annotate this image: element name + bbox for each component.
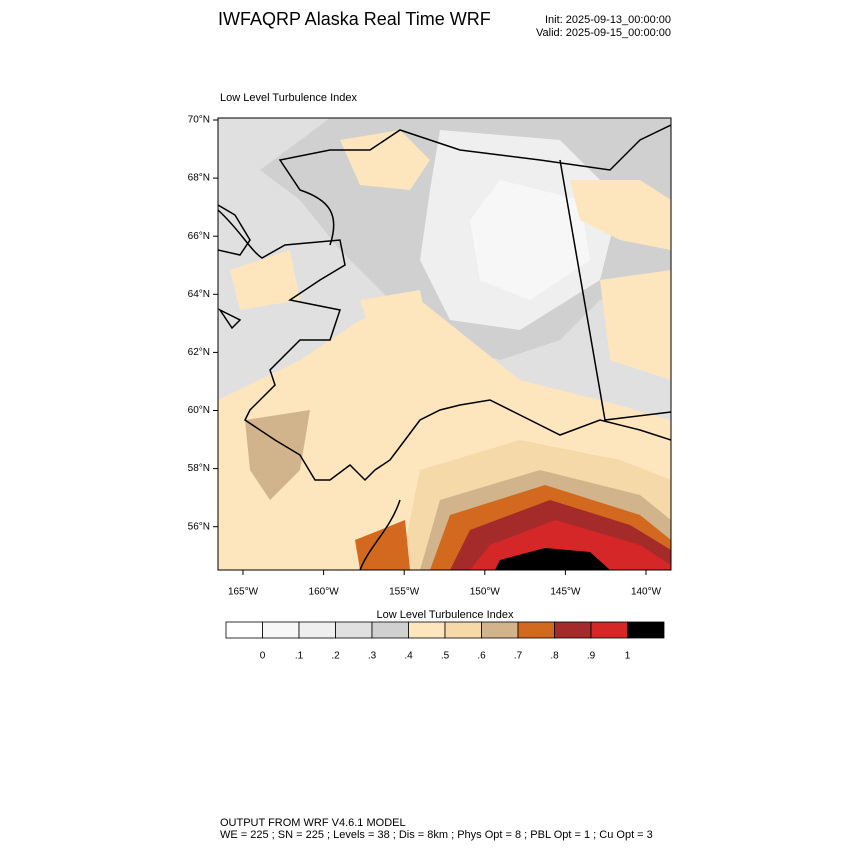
colorbar-label: .6 <box>477 651 486 662</box>
lat-label: 56°N <box>188 521 210 532</box>
map-frame <box>217 117 672 571</box>
lat-label: 60°N <box>188 405 210 416</box>
colorbar-label: .3 <box>368 651 377 662</box>
lat-label: 68°N <box>188 173 210 184</box>
colorbar-label: .5 <box>441 651 450 662</box>
init-time: Init: 2025-09-13_00:00:00 <box>545 14 671 26</box>
lon-label: 160°W <box>309 587 340 598</box>
map-subtitle: Low Level Turbulence Index <box>220 92 357 104</box>
title: IWFAQRP Alaska Real Time WRF <box>218 9 491 29</box>
colorbar-box <box>481 621 519 639</box>
lat-label: 66°N <box>188 231 210 242</box>
colorbar-label: .9 <box>587 651 596 662</box>
colorbar-box <box>225 621 263 639</box>
lat-label: 64°N <box>188 289 210 300</box>
colorbar-label: 1 <box>625 651 631 662</box>
lon-label: 165°W <box>228 587 259 598</box>
colorbar-box <box>444 621 482 639</box>
colorbar-label: .8 <box>550 651 559 662</box>
lat-label: 70°N <box>188 115 210 126</box>
lat-label: 58°N <box>188 463 210 474</box>
colorbar-box <box>298 621 336 639</box>
lon-label: 140°W <box>631 587 662 598</box>
colorbar-box <box>335 621 373 639</box>
colorbar-box <box>517 621 555 639</box>
colorbar-label: .1 <box>295 651 304 662</box>
lon-label: 150°W <box>470 587 501 598</box>
colorbar-label: 0 <box>260 651 266 662</box>
lon-label: 155°W <box>389 587 420 598</box>
colorbar-box <box>590 621 628 639</box>
colorbar-label: .7 <box>514 651 523 662</box>
lon-label: 145°W <box>550 587 581 598</box>
valid-time: Valid: 2025-09-15_00:00:00 <box>536 27 671 39</box>
colorbar-box <box>262 621 300 639</box>
colorbar-box <box>371 621 409 639</box>
lat-label: 62°N <box>188 347 210 358</box>
colorbar-title: Low Level Turbulence Index <box>377 609 514 621</box>
footer-line: WE = 225 ; SN = 225 ; Levels = 38 ; Dis … <box>220 829 653 841</box>
colorbar-label: .4 <box>404 651 413 662</box>
footer-line: OUTPUT FROM WRF V4.6.1 MODEL <box>220 817 406 829</box>
colorbar-box <box>554 621 592 639</box>
map-field <box>218 118 671 570</box>
colorbar-box <box>408 621 446 639</box>
colorbar-label: .2 <box>331 651 340 662</box>
colorbar-box <box>627 621 665 639</box>
